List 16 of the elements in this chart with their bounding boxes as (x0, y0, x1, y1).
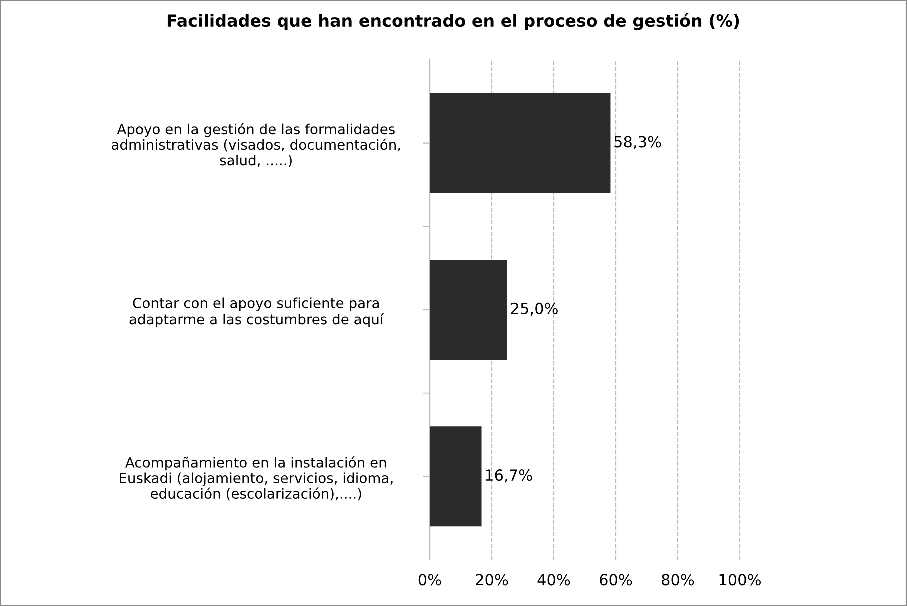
data-label: 25,0% (511, 302, 558, 316)
y-tick-label: Acompañamiento en la instalación en Euskadi (alojamiento, servicios, idioma, educación (escolarización),....) (120, 456, 393, 501)
y-tick-label: Contar con el apoyo suficiente para adaptarme a las costumbres de aquí (130, 298, 384, 328)
x-tick-label: 80% (662, 574, 694, 586)
bar (430, 93, 611, 194)
data-label: 16,7% (486, 470, 532, 483)
data-label: 58,3% (614, 136, 662, 150)
x-tick-label: 100% (720, 574, 761, 586)
x-tick-label: 20% (476, 574, 508, 586)
chart-title: Facilidades que han encontrado en el proceso de gestión (%) (168, 14, 740, 30)
x-tick-label: 40% (538, 574, 570, 586)
bar (430, 260, 508, 360)
bar (430, 426, 482, 527)
x-tick-label: 0% (418, 574, 442, 586)
y-tick-label: Apoyo en la gestión de las formalidades administrativas (visados, documentación, salud, .....) (112, 123, 400, 168)
x-tick-label: 60% (600, 574, 632, 586)
